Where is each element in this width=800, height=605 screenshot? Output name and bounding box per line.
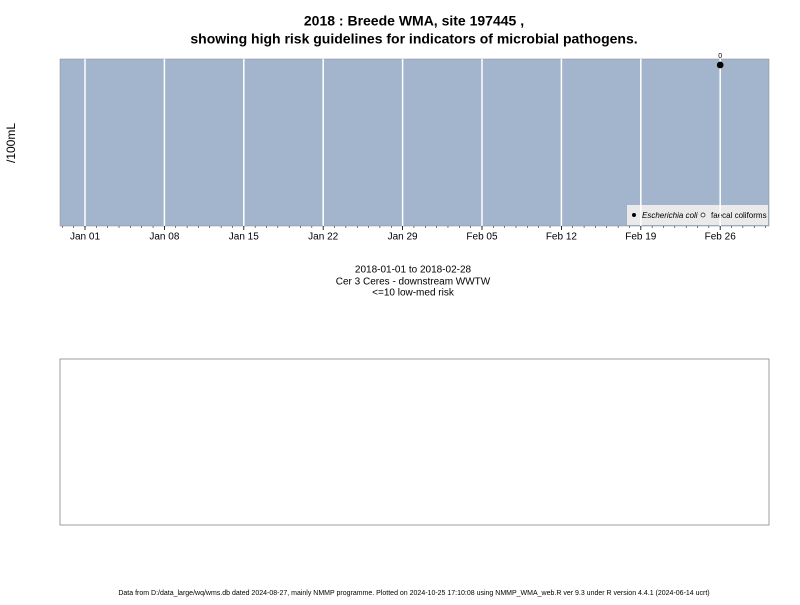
legend-box <box>627 205 768 225</box>
data-point <box>716 61 724 69</box>
x-tick-label: Feb 12 <box>546 232 578 243</box>
y-axis-label: /100mL <box>4 123 18 163</box>
x-tick-label: Jan 01 <box>70 232 100 243</box>
x-tick-label: Feb 19 <box>625 232 657 243</box>
chart-title: 2018 : Breede WMA, site 197445 , <box>304 13 524 29</box>
caption: <=10 low-med risk <box>372 288 455 299</box>
caption: Cer 3 Ceres - downstream WWTW <box>336 277 491 288</box>
x-tick-label: Jan 22 <box>308 232 338 243</box>
footer: Data from D:/data_large/wq/wms.db dated … <box>118 590 709 597</box>
x-tick-label: Feb 26 <box>705 232 737 243</box>
chart-subtitle: showing high risk guidelines for indicat… <box>190 31 637 47</box>
x-tick-label: Jan 29 <box>388 232 418 243</box>
plot-panel <box>59 58 770 227</box>
data-label: 0 <box>718 53 722 60</box>
legend-label: faecal coliforms <box>711 211 767 220</box>
x-tick-label: Jan 08 <box>149 232 179 243</box>
caption: 2018-01-01 to 2018-02-28 <box>355 265 472 276</box>
x-tick-label: Feb 05 <box>466 232 498 243</box>
x-tick-label: Jan 15 <box>229 232 259 243</box>
legend-label: Escherichia coli <box>642 211 698 220</box>
empty-panel <box>59 358 770 526</box>
legend-marker <box>700 212 706 218</box>
legend-marker <box>632 213 636 217</box>
